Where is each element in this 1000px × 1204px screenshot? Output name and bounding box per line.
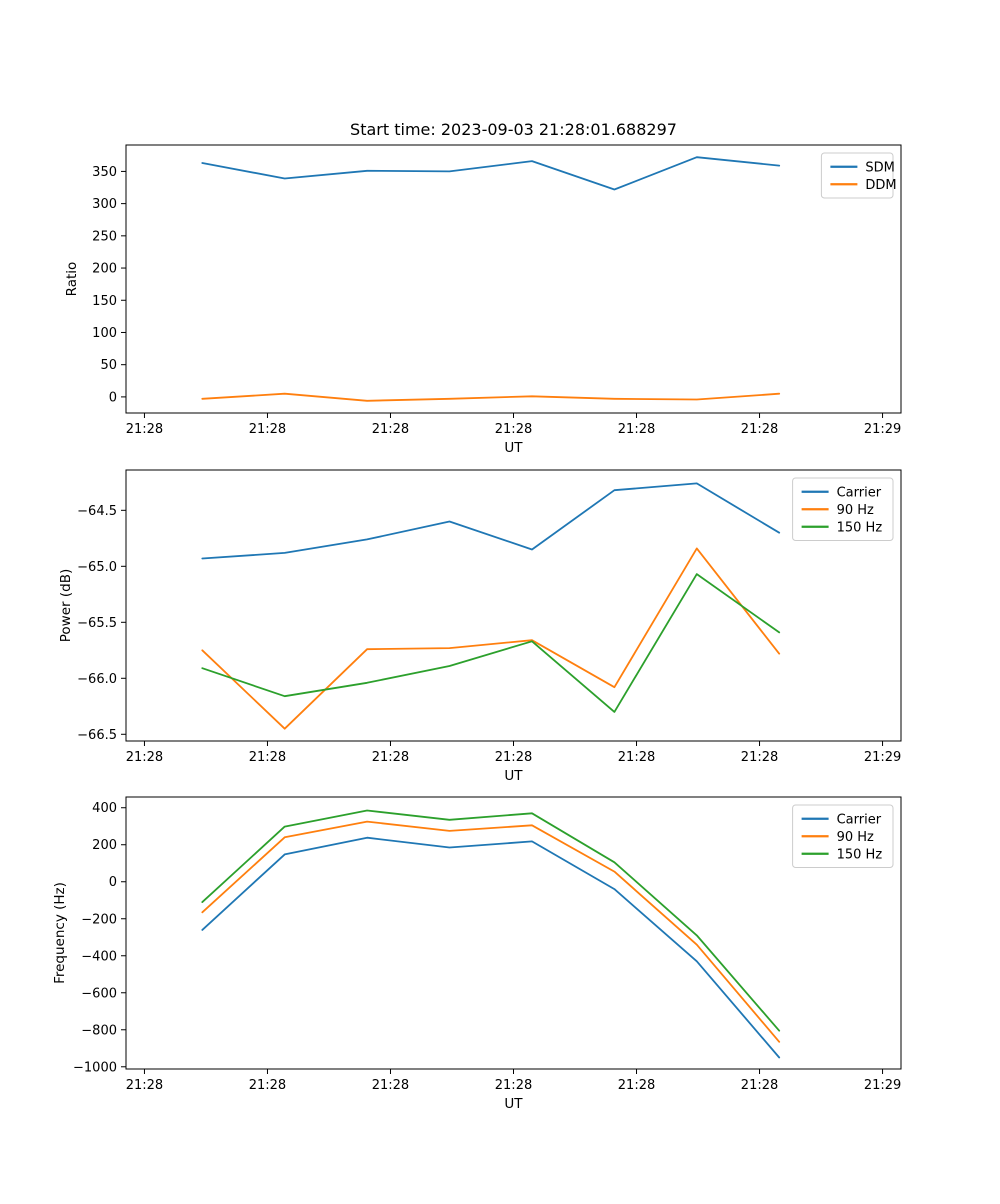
x-tick-label: 21:28 bbox=[741, 1078, 778, 1093]
axes-frame bbox=[125, 469, 902, 742]
y-tick-label: 50 bbox=[100, 358, 117, 373]
sdm-line bbox=[201, 156, 781, 191]
power-plot: −66.5 −66.0 −65.5 −65.0 −64.5 21:28 21:28 21:28… bbox=[58, 469, 902, 784]
x-tick-label: 21:28 bbox=[495, 1078, 532, 1093]
x-tick-label: 21:28 bbox=[495, 422, 532, 437]
legend-label: Carrier bbox=[837, 812, 882, 827]
figure-title: Start time: 2023-09-03 21:28:01.688297 bbox=[350, 120, 677, 139]
y-tick-label: 100 bbox=[92, 326, 117, 341]
90-hz-line bbox=[201, 820, 781, 1043]
legend-label: DDM bbox=[865, 178, 896, 193]
y-tick-label: 0 bbox=[109, 390, 117, 405]
y-tick-label: 200 bbox=[92, 262, 117, 277]
y-tick-label: −200 bbox=[81, 912, 117, 927]
x-tick-label: 21:28 bbox=[126, 1078, 163, 1093]
y-tick-label: −400 bbox=[81, 949, 117, 964]
y-axis-label: Frequency (Hz) bbox=[52, 882, 68, 984]
x-tick-label: 21:28 bbox=[372, 750, 409, 765]
ddm-line bbox=[201, 392, 781, 402]
legend: Carrier 90 Hz 150 Hz bbox=[792, 477, 894, 541]
legend-label: 150 Hz bbox=[837, 520, 883, 535]
y-tick-label: −65.5 bbox=[77, 616, 117, 631]
legend: Carrier 90 Hz 150 Hz bbox=[792, 804, 894, 868]
carrier-line bbox=[201, 482, 781, 560]
x-tick-label: 21:29 bbox=[864, 1078, 901, 1093]
carrier-line bbox=[201, 836, 781, 1059]
x-axis-label: UT bbox=[504, 440, 523, 456]
legend-label: 150 Hz bbox=[837, 847, 883, 862]
y-tick-label: −65.0 bbox=[77, 560, 117, 575]
y-tick-label: 0 bbox=[109, 875, 117, 890]
y-axis-label: Power (dB) bbox=[58, 569, 74, 642]
y-tick-label: −600 bbox=[81, 986, 117, 1001]
x-tick-label: 21:28 bbox=[249, 750, 286, 765]
legend-box bbox=[792, 477, 894, 541]
axes-frame bbox=[125, 796, 902, 1070]
x-tick-label: 21:28 bbox=[495, 750, 532, 765]
y-tick-label: 200 bbox=[92, 838, 117, 853]
x-tick-label: 21:28 bbox=[249, 422, 286, 437]
150-hz-line bbox=[201, 573, 781, 713]
y-tick-label: 400 bbox=[92, 801, 117, 816]
y-tick-label: −66.0 bbox=[77, 672, 117, 687]
x-tick-label: 21:28 bbox=[249, 1078, 286, 1093]
axes-frame bbox=[125, 144, 902, 414]
x-tick-label: 21:28 bbox=[741, 750, 778, 765]
x-tick-label: 21:28 bbox=[372, 422, 409, 437]
legend-box bbox=[792, 804, 894, 868]
ratio-plot: 0 50 100 150 200 250 300 350 21:28 21:28 21:28 21:2… bbox=[64, 144, 902, 456]
legend: SDM DDM bbox=[820, 152, 897, 199]
x-tick-label: 21:28 bbox=[372, 1078, 409, 1093]
legend-label: 90 Hz bbox=[837, 503, 874, 518]
x-tick-label: 21:29 bbox=[864, 422, 901, 437]
x-tick-label: 21:29 bbox=[864, 750, 901, 765]
x-tick-label: 21:28 bbox=[618, 750, 655, 765]
y-tick-label: 350 bbox=[92, 165, 117, 180]
y-tick-label: −66.5 bbox=[77, 728, 117, 743]
x-axis-label: UT bbox=[504, 1096, 523, 1112]
x-tick-label: 21:28 bbox=[618, 422, 655, 437]
legend-label: Carrier bbox=[837, 485, 882, 500]
y-tick-label: 150 bbox=[92, 294, 117, 309]
legend-box bbox=[820, 152, 894, 199]
x-tick-label: 21:28 bbox=[618, 1078, 655, 1093]
150-hz-line bbox=[201, 809, 781, 1032]
y-tick-label: 300 bbox=[92, 197, 117, 212]
y-tick-label: −64.5 bbox=[77, 504, 117, 519]
x-tick-label: 21:28 bbox=[126, 422, 163, 437]
90-hz-line bbox=[201, 547, 781, 730]
x-tick-label: 21:28 bbox=[126, 750, 163, 765]
frequency-plot: −1000 −800 −600 −400 −200 0 200 400 21:28 21:28 21… bbox=[52, 796, 902, 1112]
y-tick-label: −1000 bbox=[73, 1060, 117, 1075]
y-tick-label: −800 bbox=[81, 1023, 117, 1038]
x-axis-label: UT bbox=[504, 768, 523, 784]
y-tick-label: 250 bbox=[92, 229, 117, 244]
y-axis-label: Ratio bbox=[64, 262, 80, 297]
legend-label: 90 Hz bbox=[837, 830, 874, 845]
x-tick-label: 21:28 bbox=[741, 422, 778, 437]
legend-label: SDM bbox=[865, 160, 894, 175]
